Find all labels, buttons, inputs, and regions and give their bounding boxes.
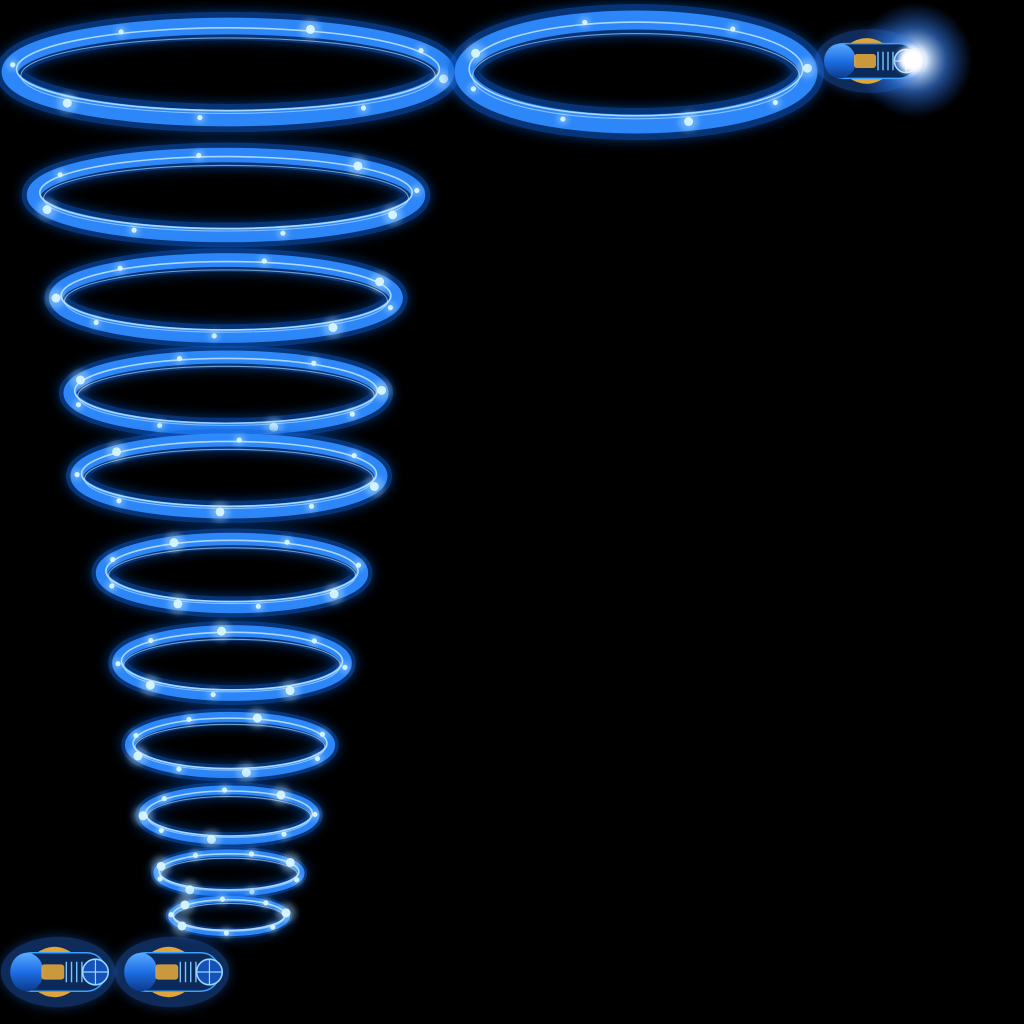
energy-ring-icon <box>108 621 356 705</box>
energy-ring-single <box>447 3 825 141</box>
energy-pod-icon <box>0 936 116 1008</box>
energy-ring-icon <box>44 248 408 348</box>
energy-ring-icon <box>165 893 296 939</box>
energy-ring-icon <box>447 3 825 141</box>
energy-ring-icon <box>91 528 373 618</box>
energy-ring-icon <box>58 345 394 441</box>
energy-ring-icon <box>133 782 323 850</box>
energy-ring-icon <box>121 708 339 783</box>
energy-ring-icon <box>21 142 431 248</box>
energy-pod-charged <box>815 2 973 118</box>
energy-ring-icon <box>150 846 308 900</box>
energy-ring-icon <box>65 428 393 524</box>
energy-pod-1 <box>0 936 116 1008</box>
energy-ring-icon <box>0 11 461 133</box>
energy-pod-icon <box>114 936 230 1008</box>
energy-pod-2 <box>114 936 230 1008</box>
energy-ring-cone <box>0 11 461 939</box>
